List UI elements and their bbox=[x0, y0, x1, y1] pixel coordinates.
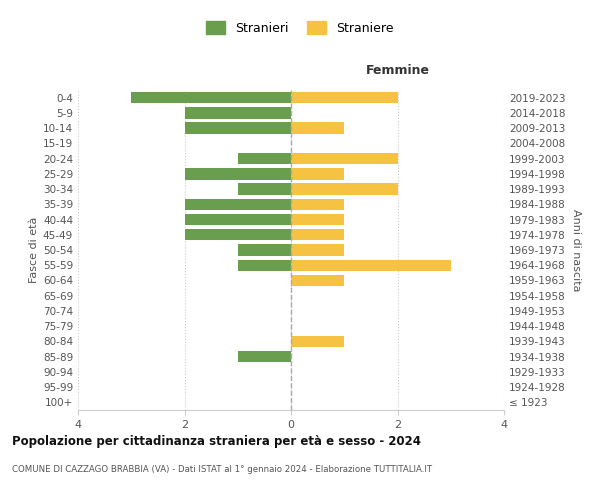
Bar bbox=[238, 184, 291, 195]
Bar bbox=[185, 229, 291, 240]
Text: COMUNE DI CAZZAGO BRABBIA (VA) - Dati ISTAT al 1° gennaio 2024 - Elaborazione TU: COMUNE DI CAZZAGO BRABBIA (VA) - Dati IS… bbox=[12, 465, 432, 474]
Bar bbox=[185, 198, 291, 210]
Bar bbox=[238, 153, 291, 164]
Bar bbox=[291, 229, 344, 240]
Bar bbox=[291, 214, 344, 225]
Text: Femmine: Femmine bbox=[365, 64, 430, 77]
Bar bbox=[185, 122, 291, 134]
Bar bbox=[291, 275, 344, 286]
Bar bbox=[291, 153, 398, 164]
Bar bbox=[291, 244, 344, 256]
Legend: Stranieri, Straniere: Stranieri, Straniere bbox=[202, 16, 398, 40]
Bar bbox=[238, 351, 291, 362]
Text: Popolazione per cittadinanza straniera per età e sesso - 2024: Popolazione per cittadinanza straniera p… bbox=[12, 435, 421, 448]
Bar bbox=[291, 184, 398, 195]
Bar bbox=[185, 107, 291, 118]
Y-axis label: Fasce di età: Fasce di età bbox=[29, 217, 39, 283]
Bar bbox=[291, 198, 344, 210]
Bar bbox=[185, 168, 291, 179]
Bar bbox=[291, 260, 451, 271]
Bar bbox=[291, 336, 344, 347]
Bar bbox=[291, 168, 344, 179]
Bar bbox=[238, 244, 291, 256]
Bar bbox=[238, 260, 291, 271]
Bar bbox=[185, 214, 291, 225]
Bar bbox=[291, 92, 398, 104]
Bar bbox=[291, 122, 344, 134]
Y-axis label: Anni di nascita: Anni di nascita bbox=[571, 209, 581, 291]
Bar bbox=[131, 92, 291, 104]
